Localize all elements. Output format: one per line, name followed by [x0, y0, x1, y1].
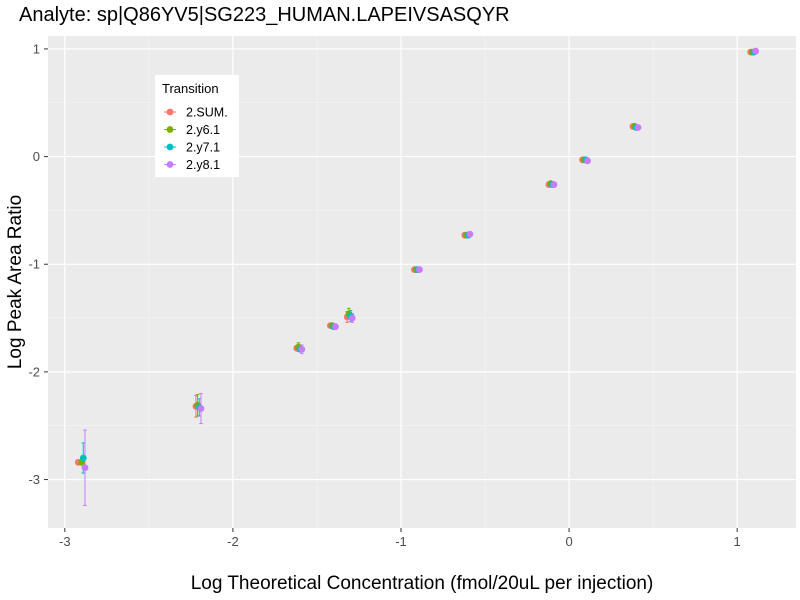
y-tick-label: -3: [28, 472, 40, 487]
x-axis-ticks: -3 -2 -1 0 1: [59, 528, 741, 549]
x-tick-label: -2: [227, 534, 239, 549]
data-point: [81, 464, 89, 472]
y-axis-title: Log Peak Area Ratio: [5, 195, 26, 369]
legend-item: 2.SUM.: [164, 106, 228, 120]
y-tick-label: 1: [33, 41, 40, 56]
legend-items: 2.SUM. 2.y6.1 2.y7.1 2.y8.1: [164, 106, 228, 172]
y-tick-label: -1: [28, 257, 40, 272]
data-point: [298, 345, 306, 353]
data-point: [584, 157, 591, 165]
data-point: [550, 181, 558, 188]
data-point: [466, 230, 474, 238]
legend-key-dot: [166, 161, 174, 168]
x-axis-title: Log Theoretical Concentration (fmol/20uL…: [191, 573, 654, 594]
x-tick-label: -3: [59, 534, 71, 549]
x-tick-label: 0: [565, 534, 572, 549]
grid-major: [48, 36, 796, 528]
data-point: [752, 47, 760, 55]
legend-label: 2.y7.1: [186, 141, 220, 155]
data-points: [74, 47, 760, 472]
legend-item: 2.y7.1: [164, 141, 220, 155]
legend-key-dot: [166, 126, 174, 133]
y-axis-ticks: -3 -2 -1 0 1: [28, 41, 48, 487]
legend-box: [155, 75, 239, 177]
legend: Transition 2.SUM. 2.y6.1 2.y7.1 2.y8.1: [155, 75, 239, 177]
legend-item: 2.y8.1: [164, 158, 220, 172]
y-tick-label: 0: [33, 149, 40, 164]
legend-label: 2.SUM.: [186, 106, 228, 120]
x-tick-label: 1: [734, 534, 741, 549]
y-tick-label: -2: [28, 364, 40, 379]
x-tick-label: -1: [395, 534, 407, 549]
legend-key-dot: [166, 108, 174, 116]
data-point: [416, 266, 423, 274]
data-point: [197, 405, 205, 412]
chart-title: Analyte: sp|Q86YV5|SG223_HUMAN.LAPEIVSAS…: [19, 4, 510, 26]
data-point: [634, 124, 642, 131]
legend-label: 2.y8.1: [186, 158, 220, 172]
legend-item: 2.y6.1: [164, 123, 220, 137]
legend-title: Transition: [162, 81, 219, 96]
legend-key-dot: [166, 143, 174, 151]
legend-label: 2.y6.1: [186, 123, 220, 137]
data-point: [332, 323, 339, 331]
data-point: [79, 454, 87, 462]
data-point: [348, 314, 356, 322]
